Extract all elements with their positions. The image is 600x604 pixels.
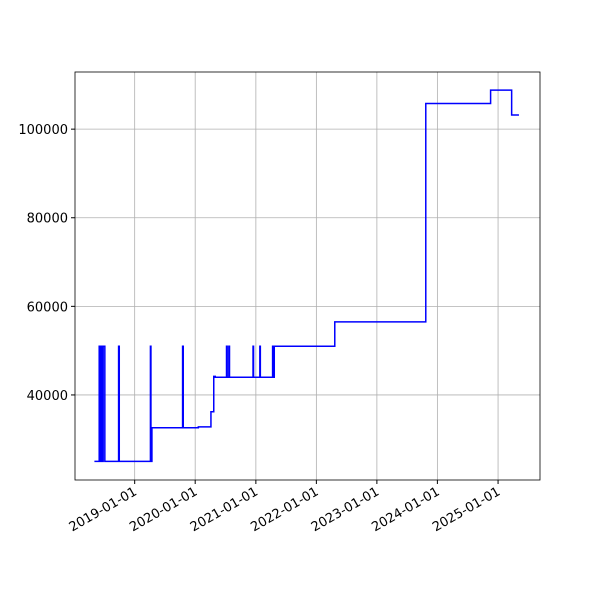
- x-tick-label: 2022-01-01: [248, 484, 321, 535]
- x-tick-label: 2020-01-01: [127, 484, 200, 535]
- x-tick-label: 2021-01-01: [188, 484, 261, 535]
- x-tick-label: 2023-01-01: [309, 484, 382, 535]
- y-tick-label: 80000: [27, 212, 68, 227]
- y-tick-label: 100000: [18, 123, 68, 138]
- x-tick-label: 2025-01-01: [430, 484, 503, 535]
- x-tick-label: 2019-01-01: [67, 484, 140, 535]
- plot-frame: [74, 71, 541, 481]
- y-tick-label: 60000: [27, 300, 68, 315]
- x-tick-label: 2024-01-01: [369, 484, 442, 535]
- data-line: [94, 89, 519, 463]
- y-tick-label: 40000: [27, 389, 68, 404]
